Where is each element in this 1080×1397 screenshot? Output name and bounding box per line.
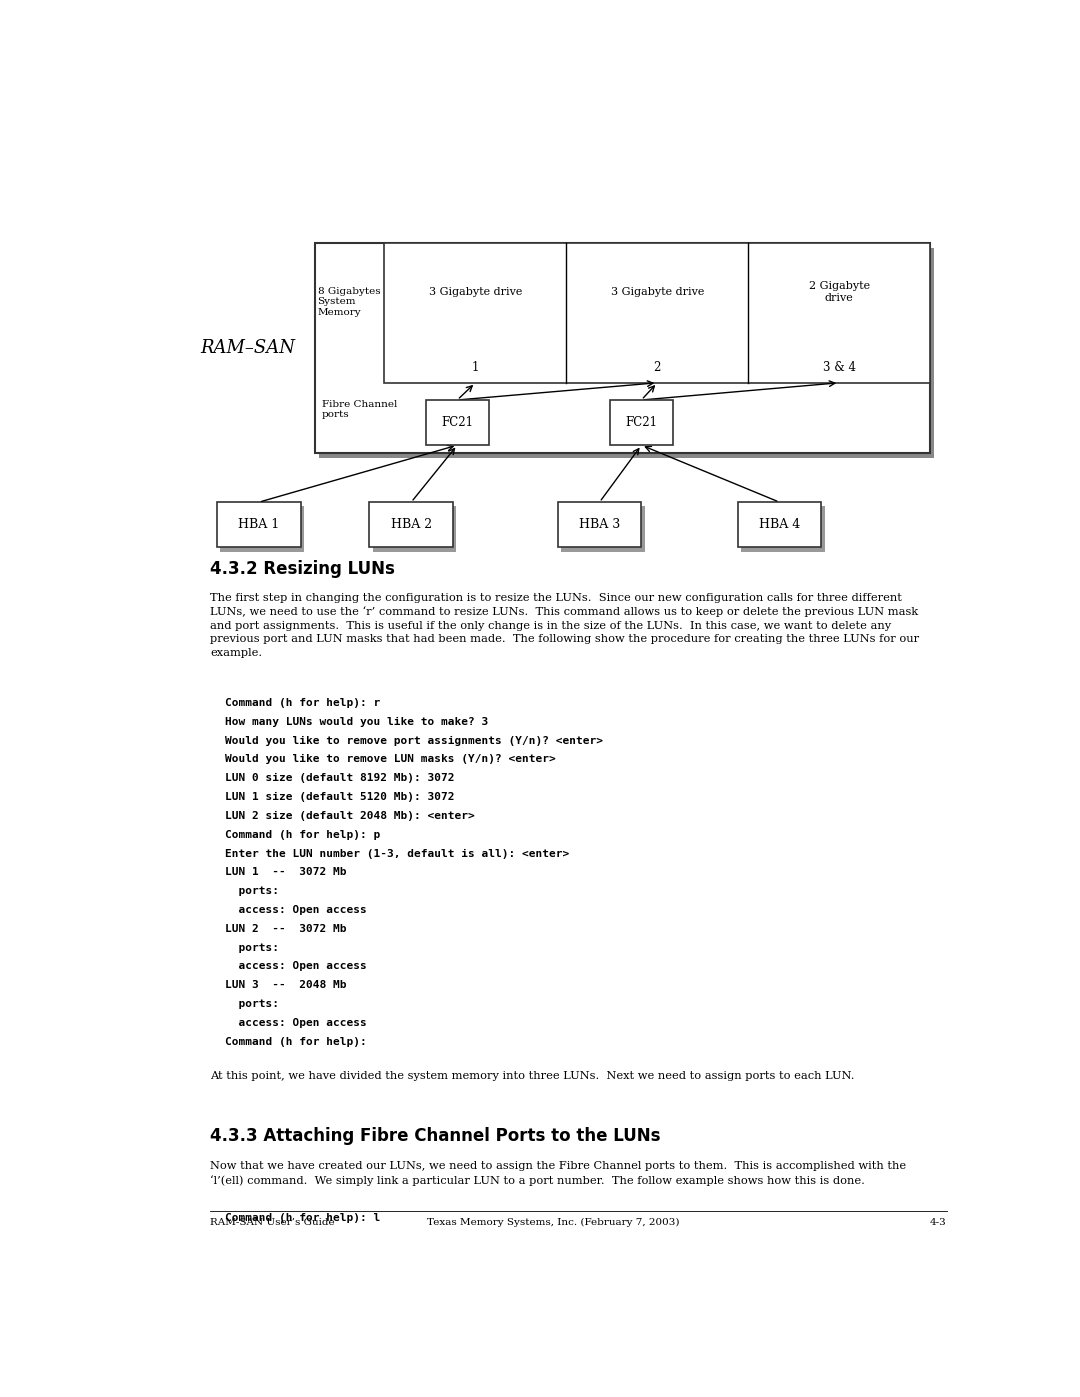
- Text: FC21: FC21: [625, 416, 658, 429]
- Text: Fibre Channel
ports: Fibre Channel ports: [322, 400, 397, 419]
- Text: LUN 1 size (default 5120 Mb): 3072: LUN 1 size (default 5120 Mb): 3072: [226, 792, 455, 802]
- Text: LUN 2 size (default 2048 Mb): <enter>: LUN 2 size (default 2048 Mb): <enter>: [226, 810, 475, 821]
- Text: LUN 0 size (default 8192 Mb): 3072: LUN 0 size (default 8192 Mb): 3072: [226, 774, 455, 784]
- Text: 4.3.2 Resizing LUNs: 4.3.2 Resizing LUNs: [211, 560, 395, 578]
- Text: 2: 2: [653, 362, 661, 374]
- Text: 3 & 4: 3 & 4: [823, 362, 855, 374]
- Text: ports:: ports:: [226, 886, 280, 897]
- Text: access: Open access: access: Open access: [226, 1018, 367, 1028]
- Text: Would you like to remove LUN masks (Y/n)? <enter>: Would you like to remove LUN masks (Y/n)…: [226, 754, 556, 764]
- Text: At this point, we have divided the system memory into three LUNs.  Next we need : At this point, we have divided the syste…: [211, 1070, 855, 1081]
- FancyBboxPatch shape: [373, 507, 457, 552]
- FancyBboxPatch shape: [561, 507, 645, 552]
- Text: RAM-SAN User’s Guide: RAM-SAN User’s Guide: [211, 1218, 335, 1227]
- Text: Would you like to remove port assignments (Y/n)? <enter>: Would you like to remove port assignment…: [226, 736, 604, 746]
- Text: access: Open access: access: Open access: [226, 961, 367, 971]
- Text: Command (h for help): p: Command (h for help): p: [226, 830, 380, 840]
- FancyBboxPatch shape: [320, 249, 934, 458]
- FancyBboxPatch shape: [220, 507, 305, 552]
- FancyBboxPatch shape: [738, 502, 821, 548]
- Text: access: Open access: access: Open access: [226, 905, 367, 915]
- FancyBboxPatch shape: [315, 243, 930, 453]
- Text: The first step in changing the configuration is to resize the LUNs.  Since our n: The first step in changing the configura…: [211, 592, 919, 658]
- Text: ports:: ports:: [226, 943, 280, 953]
- Text: 2 Gigabyte
drive: 2 Gigabyte drive: [809, 281, 869, 303]
- FancyBboxPatch shape: [557, 502, 642, 548]
- Text: 8 Gigabytes
System
Memory: 8 Gigabytes System Memory: [318, 286, 380, 317]
- Text: HBA 2: HBA 2: [391, 518, 432, 531]
- FancyBboxPatch shape: [369, 502, 454, 548]
- Text: RAM–SAN: RAM–SAN: [201, 339, 296, 356]
- Text: 3 Gigabyte drive: 3 Gigabyte drive: [429, 286, 522, 298]
- FancyBboxPatch shape: [426, 400, 488, 446]
- FancyBboxPatch shape: [384, 243, 930, 383]
- FancyBboxPatch shape: [741, 507, 825, 552]
- Text: 4-3: 4-3: [930, 1218, 947, 1227]
- Text: Command (h for help): r: Command (h for help): r: [226, 698, 380, 708]
- Text: How many LUNs would you like to make? 3: How many LUNs would you like to make? 3: [226, 717, 488, 726]
- Text: Command (h for help):: Command (h for help):: [226, 1037, 367, 1046]
- FancyBboxPatch shape: [217, 502, 300, 548]
- Text: HBA 1: HBA 1: [239, 518, 280, 531]
- Text: HBA 3: HBA 3: [579, 518, 620, 531]
- Text: ports:: ports:: [226, 999, 280, 1009]
- Text: 3 Gigabyte drive: 3 Gigabyte drive: [610, 286, 704, 298]
- Text: 4.3.3 Attaching Fibre Channel Ports to the LUNs: 4.3.3 Attaching Fibre Channel Ports to t…: [211, 1126, 661, 1144]
- Text: Texas Memory Systems, Inc. (February 7, 2003): Texas Memory Systems, Inc. (February 7, …: [428, 1218, 679, 1227]
- FancyBboxPatch shape: [610, 400, 673, 446]
- Text: Enter the LUN number (1-3, default is all): <enter>: Enter the LUN number (1-3, default is al…: [226, 848, 569, 859]
- Text: LUN 2  --  3072 Mb: LUN 2 -- 3072 Mb: [226, 923, 347, 933]
- Text: 1: 1: [472, 362, 480, 374]
- Text: Command (h for help): l: Command (h for help): l: [226, 1213, 380, 1222]
- Text: LUN 1  --  3072 Mb: LUN 1 -- 3072 Mb: [226, 868, 347, 877]
- Text: FC21: FC21: [442, 416, 473, 429]
- Text: Now that we have created our LUNs, we need to assign the Fibre Channel ports to : Now that we have created our LUNs, we ne…: [211, 1161, 906, 1186]
- Text: LUN 3  --  2048 Mb: LUN 3 -- 2048 Mb: [226, 981, 347, 990]
- Text: HBA 4: HBA 4: [759, 518, 800, 531]
